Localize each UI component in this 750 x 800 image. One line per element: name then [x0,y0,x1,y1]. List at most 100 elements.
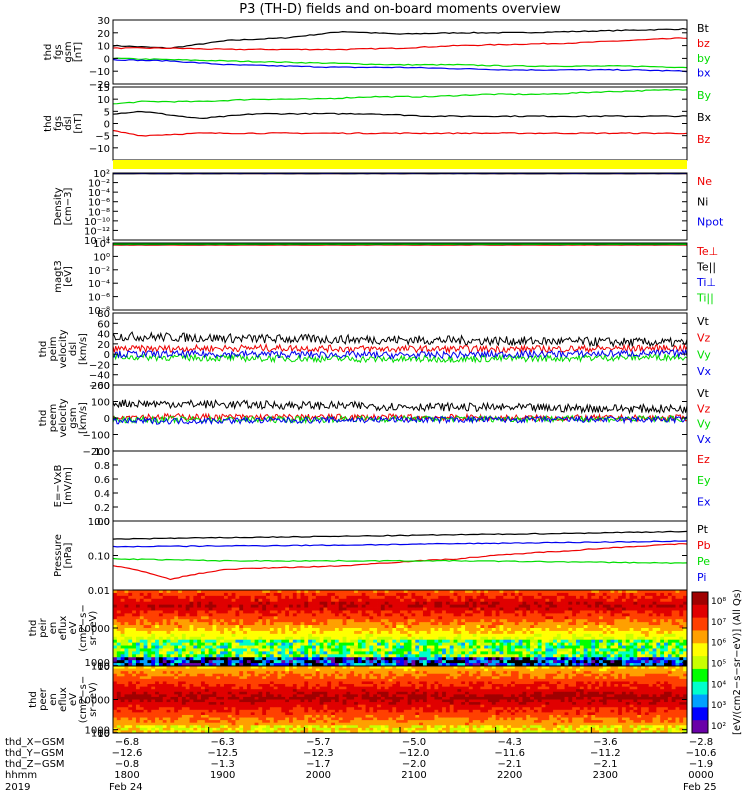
heatmap-cell [503,660,508,664]
heatmap-cell [143,630,148,635]
heatmap-cell [151,720,156,724]
heatmap-cell [629,625,634,629]
panel-density: 10²10⁻²10⁻⁴10⁻⁶10⁻⁸10⁻¹⁰10⁻¹²10⁻¹⁴Densit… [53,169,724,247]
heatmap-cell [158,712,164,716]
heatmap-cell [135,673,141,677]
heatmap-cell [116,633,122,638]
heatmap-cell [495,610,500,614]
legend-label-bz: bz [697,37,710,50]
heatmap-cell [212,696,217,700]
legend-label-Te⊥: Te⊥ [696,245,718,258]
heatmap-cell [216,619,221,623]
heatmap-cell [266,604,271,608]
heatmap-cell [139,592,145,597]
heatmap-cell [602,598,608,603]
heatmap-cell [220,709,225,713]
heatmap-cell [591,633,596,638]
y-tick-label: 0 [104,54,110,65]
y-tick-label: −200 [83,447,110,458]
heatmap-cell [553,630,558,635]
heatmap-cell [465,645,470,649]
heatmap-cell [537,633,542,638]
heatmap-cell [246,630,252,635]
heatmap-cell [614,648,619,652]
heatmap-cell [193,709,198,713]
heatmap-cell [400,660,405,664]
heatmap-cell [193,639,198,644]
heatmap-cell [422,613,428,617]
heatmap-cell [400,654,405,658]
heatmap-cell [334,645,340,649]
heatmap-cell [618,590,623,594]
heatmap-cell [625,660,630,664]
heatmap-cell [572,636,577,641]
heatmap-cell [637,628,642,632]
heatmap-cell [212,630,217,635]
heatmap-cell [120,595,125,600]
heatmap-cell [143,686,148,690]
heatmap-cell [400,663,405,667]
heatmap-cell [311,592,317,597]
heatmap-cell [116,714,122,718]
heatmap-cell [185,619,190,623]
heatmap-cell [258,648,263,652]
heatmap-cell [426,663,432,667]
heatmap-cell [576,651,581,655]
heatmap-cell [208,684,213,688]
heatmap-cell [231,704,236,708]
heatmap-cell [361,604,366,608]
heatmap-cell [518,628,523,632]
heatmap-cell [426,607,432,611]
heatmap-cell [637,642,642,646]
heatmap-cell [629,657,634,661]
heatmap-cell [216,722,221,726]
heatmap-cell [572,622,577,626]
heatmap-cell [208,630,213,635]
heatmap-cell [357,595,363,600]
heatmap-cell [124,645,129,649]
heatmap-cell [178,696,183,700]
heatmap-cell [576,616,581,620]
heatmap-cell [629,639,634,644]
heatmap-cell [124,651,129,655]
heatmap-cell [120,636,125,641]
heatmap-cell [591,622,596,626]
heatmap-cell [595,645,600,649]
heatmap-cell [132,592,137,597]
heatmap-cell [308,628,313,632]
heatmap-cell [426,604,432,608]
heatmap-cell [510,622,516,626]
heatmap-cell [334,642,340,646]
heatmap-cell [679,590,684,594]
heatmap-cell [273,595,278,600]
heatmap-cell [170,725,175,729]
heatmap-cell [377,616,382,620]
heatmap-cell [491,590,497,594]
panel-frame [112,86,688,161]
heatmap-cell [361,607,366,611]
heatmap-cell [113,595,118,600]
heatmap-cell [419,651,424,655]
heatmap-cell [147,610,152,614]
heatmap-cell [400,639,405,644]
heatmap-cell [648,663,653,667]
heatmap-cell [346,604,351,608]
heatmap-cell [564,642,569,646]
heatmap-cell [468,590,474,594]
heatmap-cell [369,642,374,646]
heatmap-cell [170,628,175,632]
heatmap-cell [181,722,187,726]
heatmap-cell [193,610,198,614]
heatmap-cell [181,681,187,685]
heatmap-cell [595,630,600,635]
heatmap-cell [266,633,271,638]
heatmap-cell [541,619,546,623]
heatmap-cell [445,639,451,644]
y-tick-label: 15 [97,83,110,94]
heatmap-cell [162,699,167,703]
heatmap-cell [338,663,343,667]
heatmap-cell [369,604,374,608]
heatmap-cell [472,636,477,641]
heatmap-cell [480,636,485,641]
